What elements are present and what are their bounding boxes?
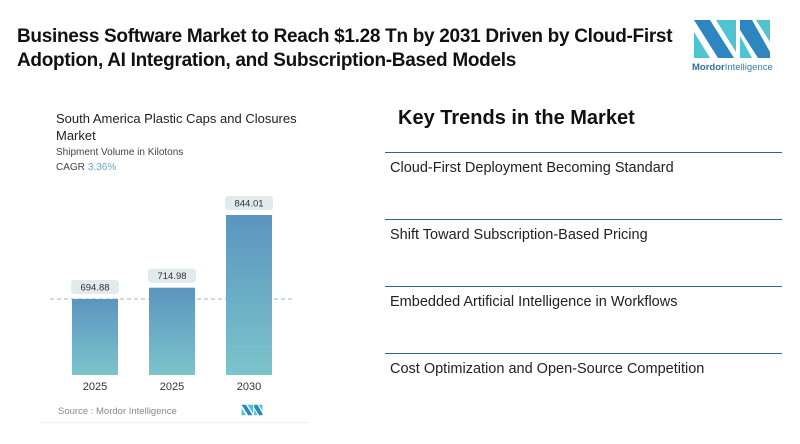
trends-heading: Key Trends in the Market [398, 107, 635, 129]
trend-item: Embedded Artificial Intelligence in Work… [385, 286, 782, 353]
x-tick-label: 2025 [83, 381, 107, 393]
value-label: 714.98 [157, 271, 186, 282]
chart-panel: South America Plastic Caps and Closures … [40, 100, 310, 430]
trend-item: Shift Toward Subscription-Based Pricing [385, 219, 782, 286]
x-tick-label: 2025 [160, 381, 184, 393]
bar-chart: 694.88 2025 714.98 2025 844.01 2030 [50, 196, 295, 393]
trend-label: Shift Toward Subscription-Based Pricing [390, 227, 648, 243]
mordor-intelligence-logo: MordorIntelligence [692, 18, 782, 78]
bar-1 [149, 287, 195, 375]
trend-label: Cost Optimization and Open-Source Compet… [390, 361, 705, 377]
value-label-bg [71, 280, 119, 295]
x-tick-label: 2030 [237, 381, 261, 393]
cagr-label: CAGR [56, 162, 85, 173]
mini-logo-icon [241, 404, 263, 416]
chart-title: South America Plastic Caps and Closures … [56, 111, 297, 143]
chart-subtitle: Shipment Volume in Kilotons [56, 147, 184, 158]
chart-source: Source : Mordor Intelligence [58, 406, 177, 417]
trend-list: Cloud-First Deployment Becoming Standard… [385, 152, 782, 420]
bar-0 [72, 299, 118, 375]
value-label: 694.88 [80, 283, 109, 294]
page-title: Business Software Market to Reach $1.28 … [17, 26, 673, 71]
chart-cagr: CAGR 3.36% [56, 162, 116, 173]
panel-divider [40, 422, 310, 423]
logo-mark-icon [694, 20, 770, 58]
cagr-value: 3.36% [87, 162, 117, 173]
trend-label: Embedded Artificial Intelligence in Work… [390, 294, 678, 310]
trend-label: Cloud-First Deployment Becoming Standard [390, 160, 674, 176]
value-label-bg [148, 268, 196, 283]
trend-item: Cloud-First Deployment Becoming Standard [385, 152, 782, 219]
value-label-bg [225, 196, 273, 210]
value-label: 844.01 [234, 199, 263, 210]
logo-text: MordorIntelligence [692, 62, 773, 73]
trend-item: Cost Optimization and Open-Source Compet… [385, 353, 782, 420]
bar-2 [226, 215, 272, 375]
